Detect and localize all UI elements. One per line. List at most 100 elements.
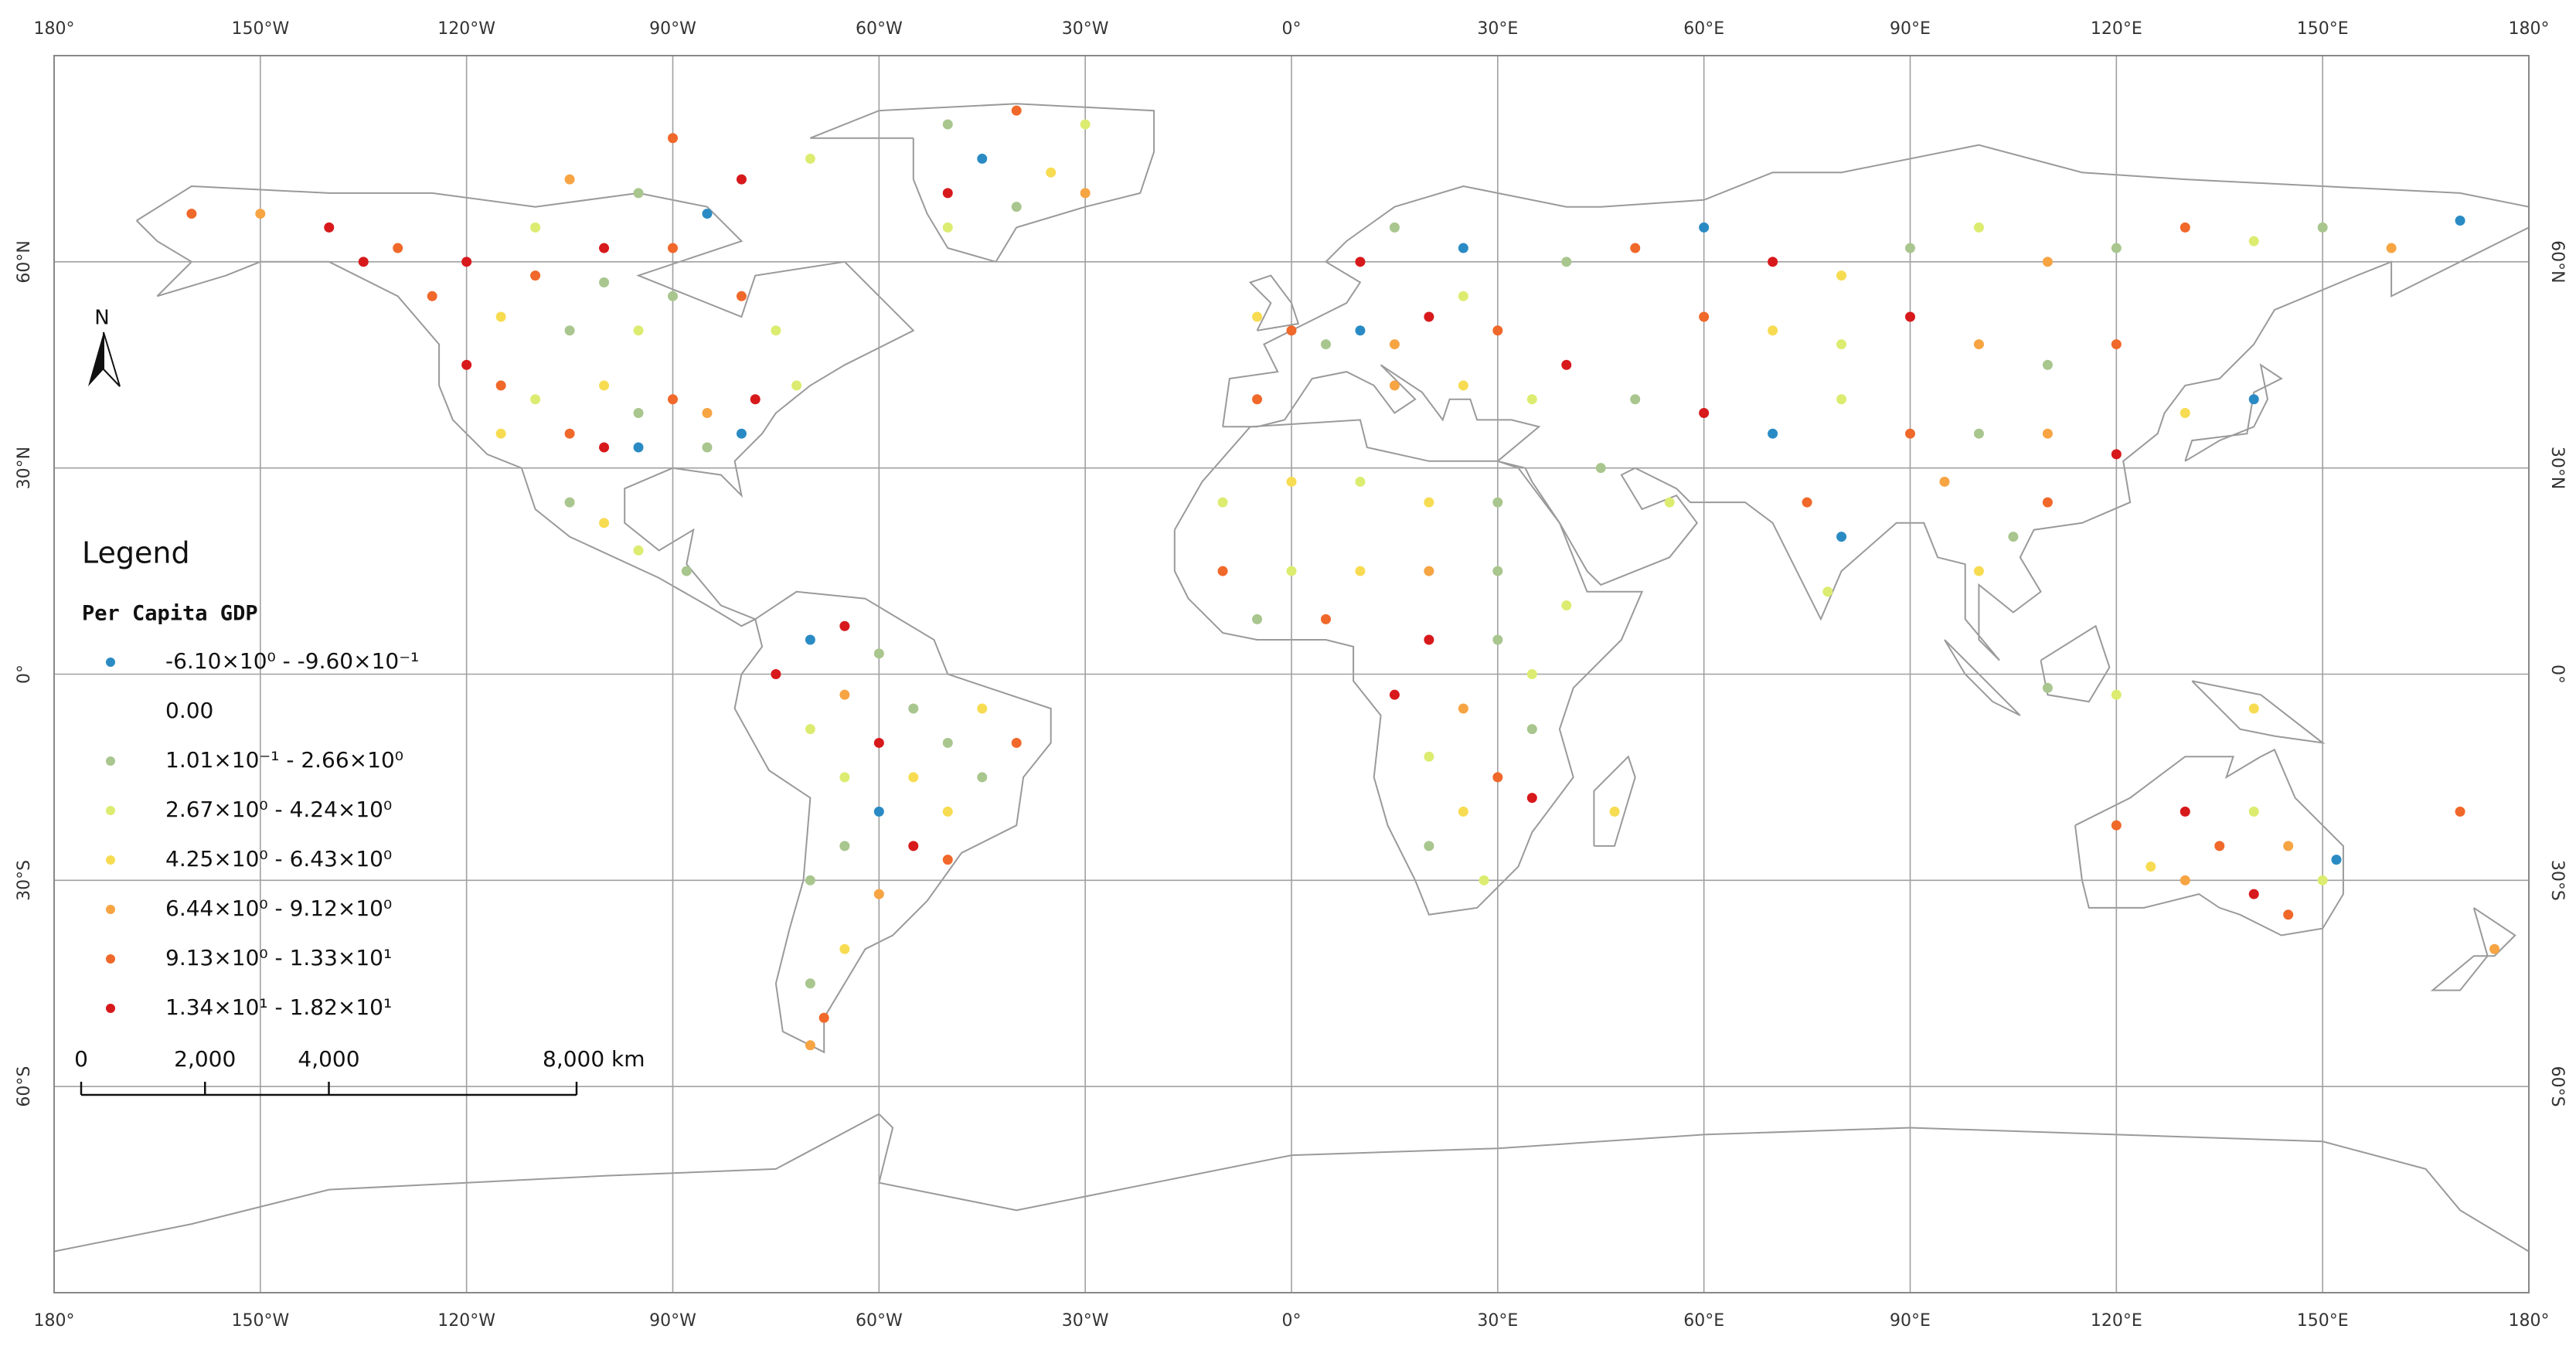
point: [805, 724, 815, 735]
point: [1389, 222, 1400, 233]
point: [1355, 257, 1366, 267]
point: [839, 841, 850, 851]
point: [1424, 841, 1434, 851]
point: [873, 889, 884, 899]
point: [2214, 841, 2225, 851]
point: [2317, 875, 2328, 885]
point: [1458, 703, 1468, 714]
point: [495, 380, 506, 391]
lon-label-top: 60°E: [1683, 19, 1724, 39]
point: [1492, 325, 1503, 336]
point: [1822, 586, 1833, 597]
point: [2180, 222, 2190, 233]
point: [908, 703, 919, 714]
point: [2489, 943, 2500, 954]
legend-subtitle: Per Capita GDP: [82, 602, 258, 626]
point: [1526, 724, 1537, 735]
legend: -6.10×10⁰ - -9.60×10⁻¹ 0.00 1.01×10⁻¹ - 2.…: [106, 648, 419, 1020]
point: [873, 806, 884, 817]
lon-label-top: 150°E: [2297, 19, 2349, 39]
point: [461, 257, 472, 267]
coastline: [135, 185, 915, 627]
point: [1609, 806, 1620, 817]
point: [255, 209, 266, 219]
point: [805, 875, 815, 885]
point: [818, 1012, 829, 1023]
point: [564, 174, 575, 185]
lon-label-top: 90°E: [1890, 19, 1931, 39]
lon-label-top: 180°: [34, 19, 75, 39]
point: [1630, 243, 1641, 253]
point: [2111, 689, 2122, 700]
point: [1320, 339, 1331, 350]
point: [1252, 394, 1263, 405]
point: [1492, 634, 1503, 645]
legend-swatch: [106, 954, 115, 964]
point: [1286, 566, 1297, 576]
point: [2283, 841, 2294, 851]
point: [427, 291, 437, 301]
point: [1389, 689, 1400, 700]
lat-label-left: 30°S: [15, 860, 34, 901]
point: [2248, 394, 2259, 405]
point: [942, 806, 953, 817]
point: [771, 669, 781, 679]
point: [873, 648, 884, 659]
point: [1836, 270, 1847, 281]
lat-label-right: 60°S: [2547, 1066, 2567, 1107]
point: [2042, 428, 2053, 439]
graticule: 180° 180° 150°W 150°W 120°W 120°W 90°W 90°W 60°W…: [15, 19, 2567, 1331]
point: [1905, 243, 1915, 253]
legend-label: 6.44×10⁰ - 9.12×10⁰: [165, 896, 392, 921]
point: [393, 243, 403, 253]
point: [599, 277, 610, 288]
point: [2111, 243, 2122, 253]
point: [530, 394, 541, 405]
point: [1252, 614, 1263, 624]
lon-label-bottom: 120°W: [437, 1311, 495, 1331]
point: [1424, 566, 1434, 576]
point: [805, 978, 815, 989]
point: [599, 243, 610, 253]
scale-label: 0: [74, 1046, 88, 1072]
lat-label-right: 60°N: [2547, 240, 2567, 283]
point: [1664, 497, 1675, 508]
point: [1973, 566, 1984, 576]
lon-label-top: 60°W: [856, 19, 903, 39]
point: [564, 325, 575, 336]
scale-label: 8,000 km: [543, 1046, 645, 1072]
coastline: [2074, 748, 2344, 936]
point: [358, 257, 369, 267]
point: [564, 428, 575, 439]
point: [2111, 449, 2122, 460]
point: [2180, 875, 2190, 885]
lon-label-top: 150°W: [231, 19, 289, 39]
point: [530, 222, 541, 233]
point: [736, 428, 747, 439]
point: [1905, 428, 1915, 439]
point: [1802, 497, 1812, 508]
point: [1526, 669, 1537, 679]
point: [2111, 339, 2122, 350]
point: [1424, 497, 1434, 508]
point: [1286, 476, 1297, 487]
point: [668, 291, 678, 301]
point: [2248, 889, 2259, 899]
point: [1424, 751, 1434, 762]
point: [1973, 222, 1984, 233]
coastline: [2184, 363, 2283, 462]
legend-swatch: [106, 658, 115, 667]
point: [839, 689, 850, 700]
point: [2042, 497, 2053, 508]
legend-swatch: [106, 905, 115, 914]
lon-label-bottom: 0°: [1282, 1311, 1302, 1331]
point: [530, 270, 541, 281]
point: [873, 737, 884, 748]
point: [1252, 311, 1263, 322]
lon-label-bottom: 150°W: [231, 1311, 289, 1331]
point: [2042, 359, 2053, 370]
point: [681, 566, 692, 576]
point: [791, 380, 802, 391]
